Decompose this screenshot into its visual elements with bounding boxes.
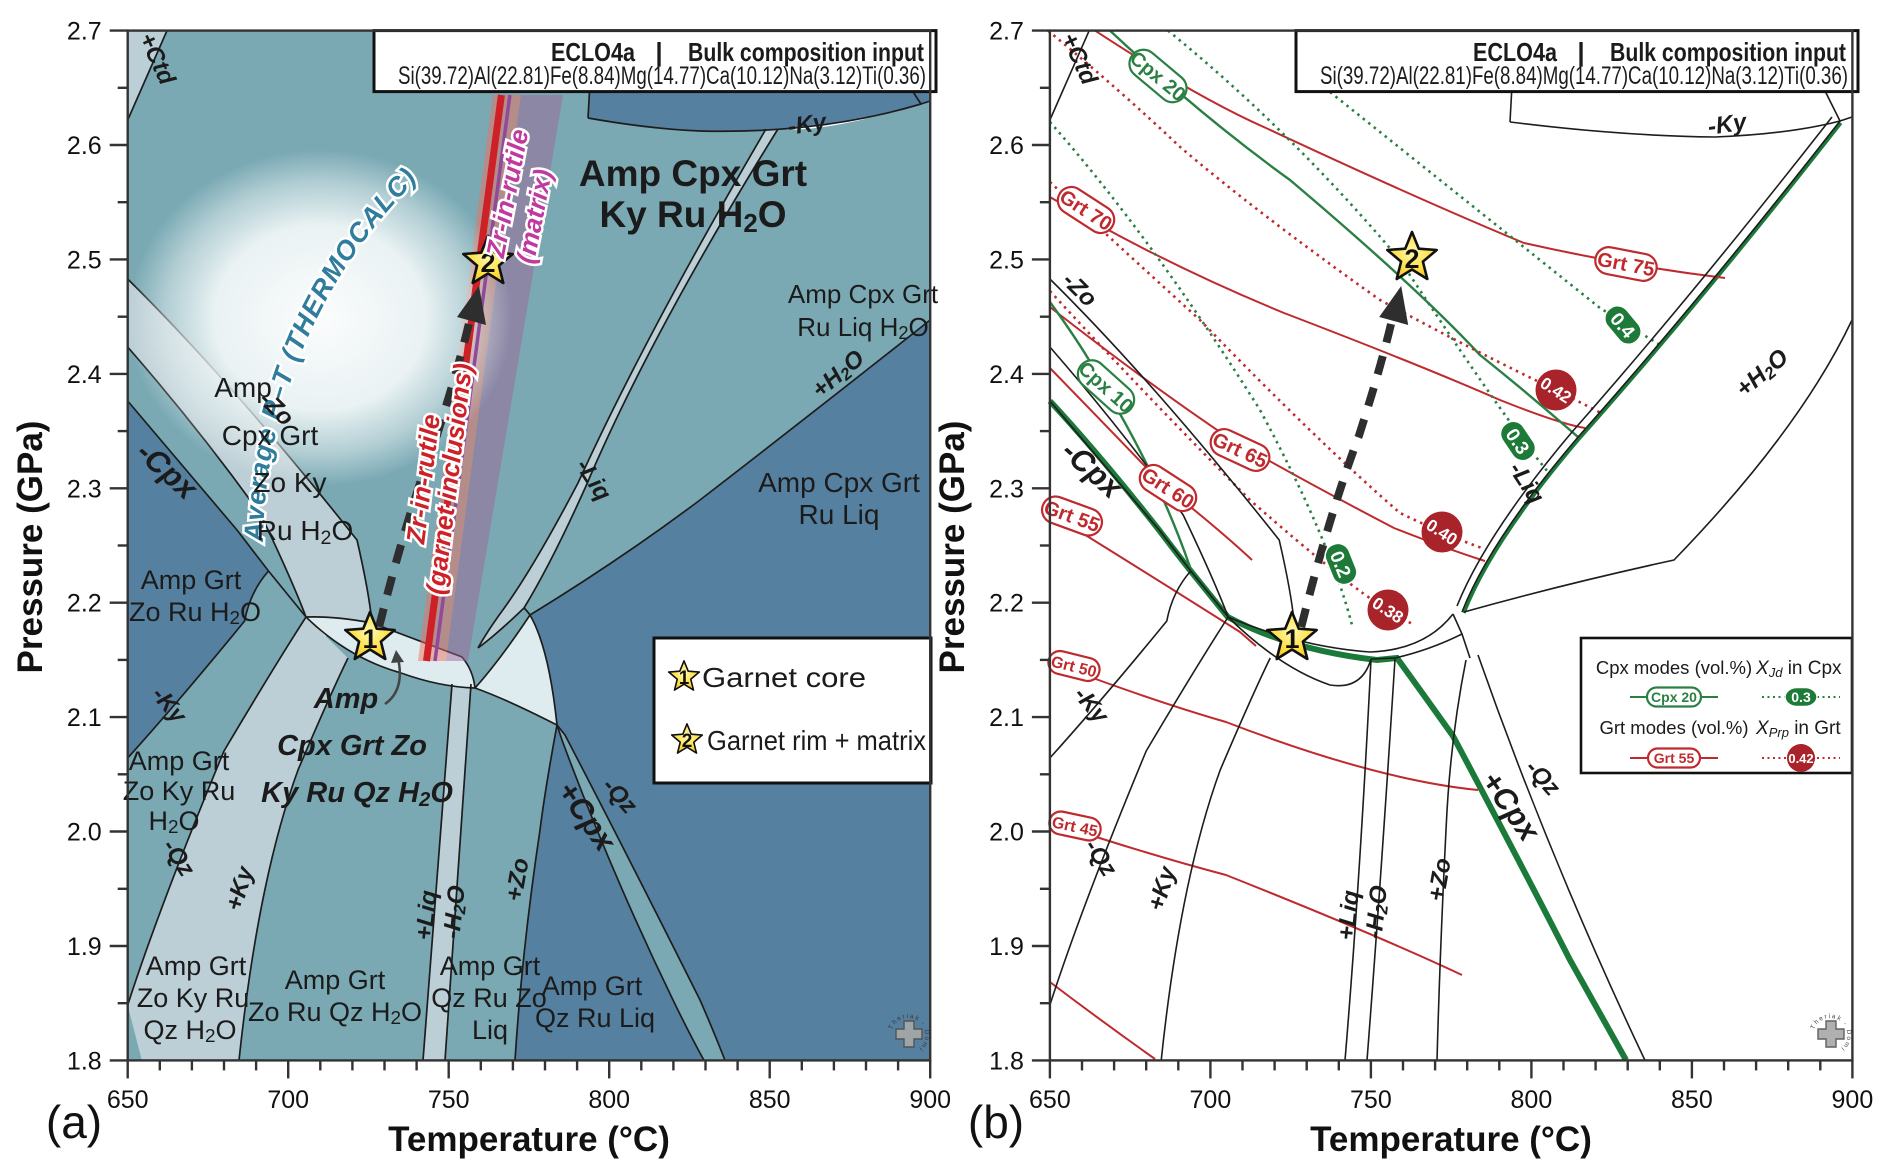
svg-text:Bulk composition input: Bulk composition input bbox=[1610, 37, 1846, 67]
svg-text:(a): (a) bbox=[46, 1096, 102, 1148]
svg-text:XJd in Cpx: XJd in Cpx bbox=[1755, 658, 1842, 680]
svg-text:1: 1 bbox=[679, 668, 690, 689]
svg-text:2.6: 2.6 bbox=[989, 132, 1024, 160]
svg-text:1: 1 bbox=[1284, 624, 1299, 654]
svg-text:Amp Grt: Amp Grt bbox=[146, 951, 247, 981]
svg-text:2: 2 bbox=[1404, 244, 1419, 274]
svg-text:900: 900 bbox=[1832, 1086, 1874, 1114]
svg-text:Ru H2O: Ru H2O bbox=[257, 515, 353, 549]
svg-text:800: 800 bbox=[1511, 1086, 1553, 1114]
svg-text:Amp Cpx Grt: Amp Cpx Grt bbox=[579, 153, 807, 194]
svg-text:2.2: 2.2 bbox=[67, 590, 102, 618]
svg-text:2.1: 2.1 bbox=[67, 704, 102, 732]
svg-text:-Ky: -Ky bbox=[786, 108, 830, 140]
svg-text:Amp Grt: Amp Grt bbox=[285, 965, 386, 995]
svg-text:2.3: 2.3 bbox=[67, 475, 102, 503]
svg-text:Qz Ru Zo: Qz Ru Zo bbox=[431, 983, 547, 1013]
svg-text:2.7: 2.7 bbox=[67, 18, 102, 46]
svg-text:1.9: 1.9 bbox=[989, 933, 1024, 961]
svg-text:Temperature (°C): Temperature (°C) bbox=[388, 1120, 670, 1159]
svg-text:|: | bbox=[1577, 37, 1584, 67]
svg-text:Ky Ru H2O: Ky Ru H2O bbox=[599, 194, 786, 238]
svg-text:2.4: 2.4 bbox=[67, 361, 102, 389]
svg-text:Garnet core: Garnet core bbox=[702, 662, 866, 693]
svg-text:Amp Grt: Amp Grt bbox=[542, 971, 643, 1001]
svg-text:Amp Cpx Grt: Amp Cpx Grt bbox=[788, 279, 939, 309]
svg-text:Zo Ky Ru: Zo Ky Ru bbox=[137, 983, 250, 1013]
svg-text:Bulk composition input: Bulk composition input bbox=[688, 37, 924, 67]
svg-text:2: 2 bbox=[682, 731, 693, 752]
svg-text:Amp Grt: Amp Grt bbox=[141, 565, 242, 595]
svg-text:2.0: 2.0 bbox=[989, 819, 1024, 847]
svg-text:Garnet rim + matrix: Garnet rim + matrix bbox=[707, 725, 926, 756]
svg-text:750: 750 bbox=[1350, 1086, 1392, 1114]
svg-text:Cpx Grt Zo: Cpx Grt Zo bbox=[277, 730, 427, 762]
svg-text:+Liq: +Liq bbox=[1333, 889, 1365, 942]
svg-text:2: 2 bbox=[480, 248, 495, 278]
svg-text:Amp: Amp bbox=[313, 683, 378, 715]
svg-text:2.4: 2.4 bbox=[989, 361, 1024, 389]
svg-text:Ru Liq: Ru Liq bbox=[799, 499, 880, 530]
svg-text:ECLO4a: ECLO4a bbox=[1473, 37, 1557, 67]
svg-text:700: 700 bbox=[1190, 1086, 1232, 1114]
svg-text:|: | bbox=[655, 37, 662, 67]
svg-text:Amp Grt: Amp Grt bbox=[129, 746, 230, 776]
svg-text:Cpx 20: Cpx 20 bbox=[1651, 689, 1697, 705]
svg-text:2.0: 2.0 bbox=[67, 819, 102, 847]
svg-text:Grt 55: Grt 55 bbox=[1654, 750, 1695, 766]
svg-text:Temperature (°C): Temperature (°C) bbox=[1310, 1120, 1592, 1159]
svg-text:Amp: Amp bbox=[214, 372, 272, 403]
svg-text:1: 1 bbox=[362, 624, 377, 654]
svg-text:-Ky: -Ky bbox=[1706, 108, 1750, 140]
svg-text:Amp Grt: Amp Grt bbox=[440, 951, 541, 981]
svg-text:2.1: 2.1 bbox=[989, 704, 1024, 732]
svg-text:Pressure (GPa): Pressure (GPa) bbox=[11, 421, 50, 674]
svg-text:Qz Ru Liq: Qz Ru Liq bbox=[535, 1003, 655, 1033]
svg-text:0.3: 0.3 bbox=[1791, 689, 1811, 705]
svg-text:1.8: 1.8 bbox=[67, 1047, 102, 1075]
svg-text:+Liq: +Liq bbox=[411, 889, 443, 942]
svg-text:XPrp in Grt: XPrp in Grt bbox=[1755, 718, 1841, 740]
svg-text:Liq: Liq bbox=[472, 1015, 508, 1045]
svg-text:Grt modes (vol.%): Grt modes (vol.%) bbox=[1599, 717, 1748, 738]
svg-text:Cpx Grt: Cpx Grt bbox=[222, 420, 319, 451]
svg-text:2.2: 2.2 bbox=[989, 590, 1024, 618]
svg-text:Zo Ky Ru: Zo Ky Ru bbox=[123, 776, 236, 806]
svg-text:850: 850 bbox=[1671, 1086, 1713, 1114]
svg-text:Qz H2O: Qz H2O bbox=[143, 1015, 236, 1047]
svg-text:2.7: 2.7 bbox=[989, 18, 1024, 46]
svg-text:650: 650 bbox=[1029, 1086, 1071, 1114]
svg-text:Amp Cpx Grt: Amp Cpx Grt bbox=[758, 467, 920, 498]
svg-text:2.3: 2.3 bbox=[989, 475, 1024, 503]
svg-text:800: 800 bbox=[588, 1086, 630, 1114]
svg-text:Ru Liq H2O: Ru Liq H2O bbox=[797, 312, 929, 343]
svg-text:Zo Ky: Zo Ky bbox=[253, 467, 326, 498]
svg-text:750: 750 bbox=[428, 1086, 470, 1114]
svg-text:850: 850 bbox=[749, 1086, 791, 1114]
svg-text:1.9: 1.9 bbox=[67, 933, 102, 961]
svg-text:Pressure (GPa): Pressure (GPa) bbox=[933, 421, 972, 674]
svg-text:650: 650 bbox=[107, 1086, 149, 1114]
svg-text:700: 700 bbox=[267, 1086, 309, 1114]
svg-text:1.8: 1.8 bbox=[989, 1047, 1024, 1075]
svg-text:(b): (b) bbox=[968, 1096, 1024, 1148]
svg-text:Si(39.72)Al(22.81)Fe(8.84)Mg(1: Si(39.72)Al(22.81)Fe(8.84)Mg(14.77)Ca(10… bbox=[1320, 62, 1848, 90]
svg-text:0.42: 0.42 bbox=[1788, 751, 1813, 766]
svg-text:2.5: 2.5 bbox=[67, 246, 102, 274]
svg-text:2.5: 2.5 bbox=[989, 246, 1024, 274]
svg-text:Si(39.72)Al(22.81)Fe(8.84)Mg(1: Si(39.72)Al(22.81)Fe(8.84)Mg(14.77)Ca(10… bbox=[398, 62, 926, 90]
svg-text:2.6: 2.6 bbox=[67, 132, 102, 160]
svg-text:ECLO4a: ECLO4a bbox=[551, 37, 635, 67]
svg-text:Zo Ru H2O: Zo Ru H2O bbox=[129, 597, 261, 629]
svg-text:900: 900 bbox=[909, 1086, 951, 1114]
svg-text:Cpx modes (vol.%): Cpx modes (vol.%) bbox=[1596, 657, 1752, 678]
